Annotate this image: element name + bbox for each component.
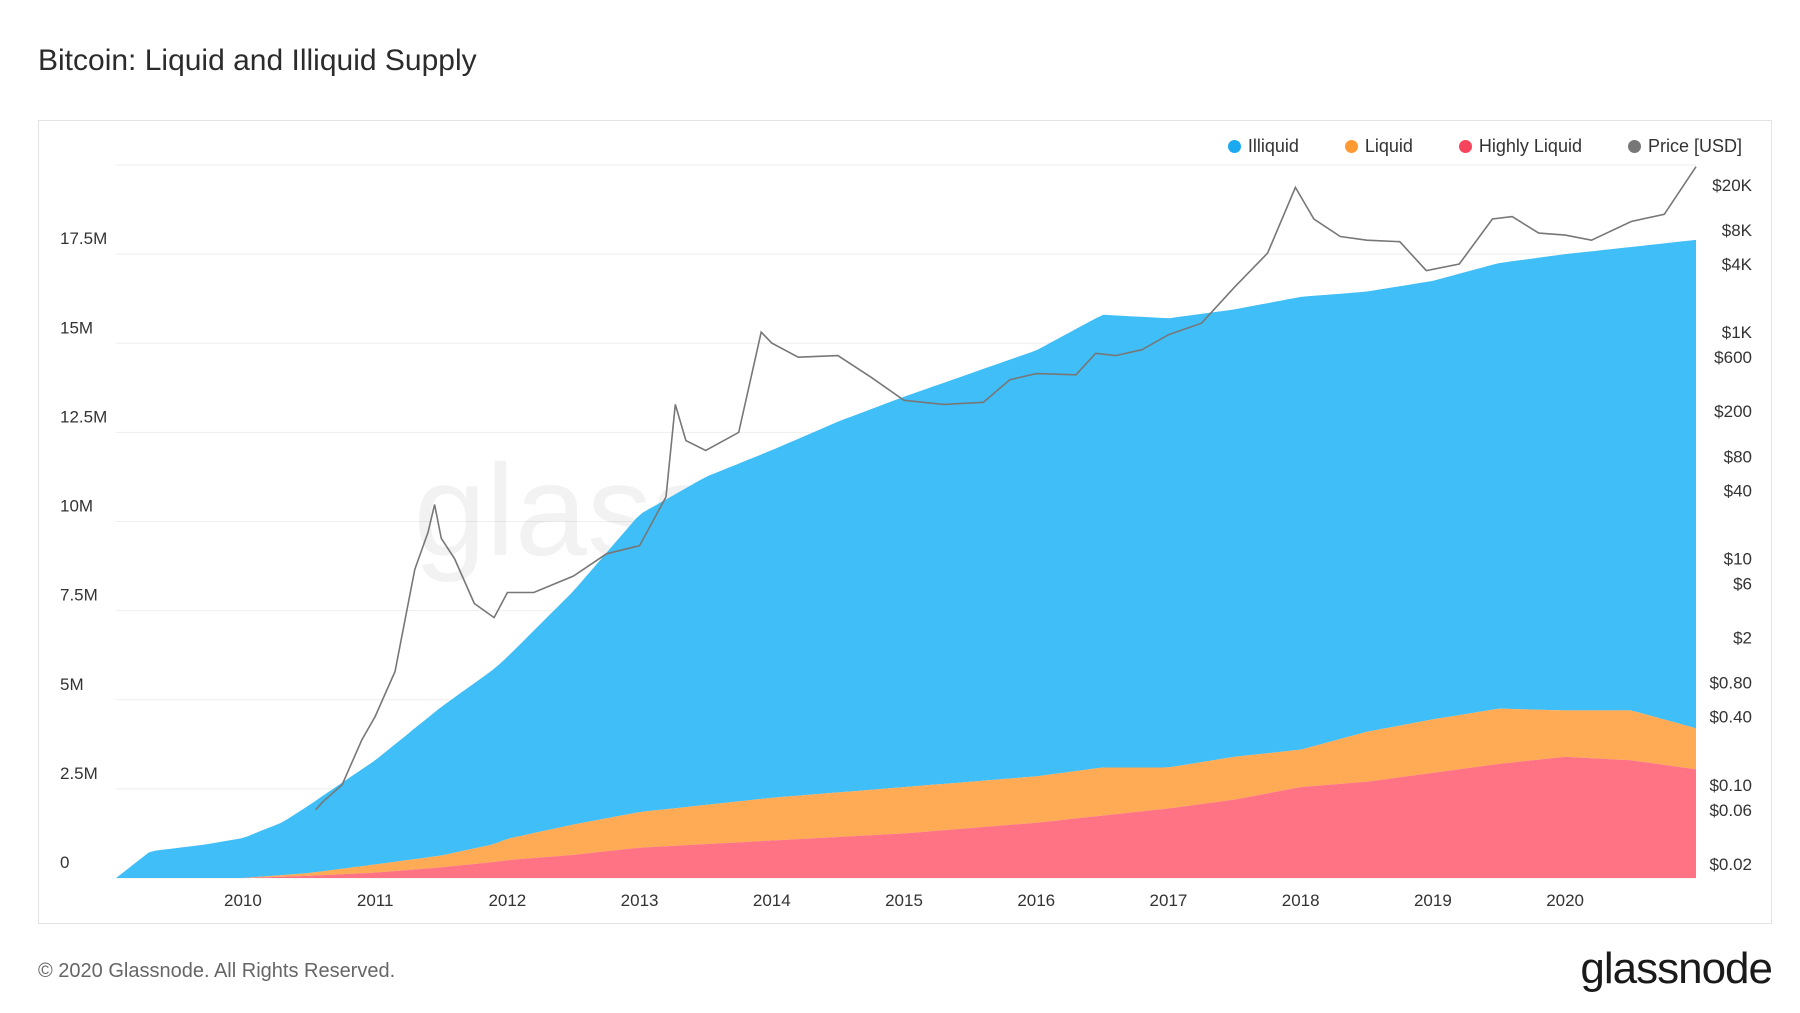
x-tick-label: 2015 <box>885 891 923 910</box>
x-tick-label: 2010 <box>224 891 262 910</box>
legend-label-liquid: Liquid <box>1364 136 1413 156</box>
x-tick-label: 2019 <box>1414 891 1452 910</box>
legend-label-price: Price [USD] <box>1647 136 1742 156</box>
x-tick-label: 2017 <box>1150 891 1188 910</box>
y-right-tick-label: $0.40 <box>1709 708 1752 727</box>
y-right-tick-label: $200 <box>1714 402 1752 421</box>
y-right-tick-label: $10 <box>1724 549 1752 568</box>
price-series <box>314 166 1697 811</box>
area-series <box>116 239 1696 878</box>
legend-label-highly-liquid: Highly Liquid <box>1478 136 1582 156</box>
legend-dot-liquid <box>1344 140 1358 153</box>
legend-item-highly-liquid[interactable]: Highly Liquid <box>1458 136 1582 157</box>
legend-item-liquid[interactable]: Liquid <box>1344 136 1413 157</box>
legend-item-illiquid[interactable]: Illiquid <box>1227 136 1299 157</box>
x-tick-label: 2011 <box>357 891 394 910</box>
y-left-tick-label: 15M <box>60 318 93 337</box>
x-tick-label: 2013 <box>621 891 659 910</box>
y-axis-right: $0.02 $0.06 $0.10 $0.40 $0.80 $2 $6 $10 $40 $80 $2… <box>1709 176 1752 874</box>
x-tick-label: 2018 <box>1282 891 1320 910</box>
y-left-tick-label: 5M <box>60 675 84 694</box>
y-left-tick-label: 7.5M <box>60 586 98 605</box>
y-right-tick-label: $40 <box>1724 481 1752 500</box>
area-illiquid <box>116 239 1696 878</box>
x-tick-label: 2012 <box>488 891 526 910</box>
legend: Illiquid Liquid Highly Liquid Price [USD… <box>1227 136 1742 157</box>
y-right-tick-label: $4K <box>1722 255 1753 274</box>
glassnode-logo: glassnode <box>1580 944 1773 993</box>
y-left-tick-label: 0 <box>60 853 69 872</box>
y-left-tick-label: 17.5M <box>60 229 107 248</box>
y-right-tick-label: $0.02 <box>1709 855 1752 874</box>
copyright-footer: © 2020 Glassnode. All Rights Reserved. <box>38 960 396 982</box>
y-right-tick-label: $20K <box>1712 176 1752 195</box>
legend-dot-illiquid <box>1227 140 1241 153</box>
area-highly-liquid <box>116 756 1696 878</box>
y-right-tick-label: $80 <box>1724 447 1752 466</box>
x-tick-label: 2020 <box>1546 891 1584 910</box>
y-right-tick-label: $0.06 <box>1709 801 1752 820</box>
chart-frame <box>38 120 1772 924</box>
y-right-tick-label: $2 <box>1733 629 1752 648</box>
price-line <box>314 166 1697 811</box>
y-right-tick-label: $600 <box>1714 348 1752 367</box>
y-axis-left: 0 2.5M 5M 7.5M 10M 12.5M 15M 17.5M <box>60 229 107 872</box>
y-right-tick-label: $8K <box>1722 221 1753 240</box>
area-liquid <box>116 708 1696 878</box>
legend-label-illiquid: Illiquid <box>1247 136 1299 156</box>
y-left-tick-label: 2.5M <box>60 764 98 783</box>
y-right-tick-label: $0.10 <box>1709 776 1752 795</box>
y-right-tick-label: $6 <box>1733 575 1752 594</box>
x-axis: 2010 2011 2012 2013 2014 2015 2016 2017 2018 2019… <box>224 891 1584 910</box>
y-right-tick-label: $0.80 <box>1709 674 1752 693</box>
y-left-tick-label: 10M <box>60 497 93 516</box>
chart-title: Bitcoin: Liquid and Illiquid Supply <box>38 44 477 77</box>
y-right-tick-label: $1K <box>1722 323 1753 342</box>
x-tick-label: 2016 <box>1017 891 1055 910</box>
legend-item-price[interactable]: Price [USD] <box>1627 136 1742 157</box>
x-tick-label: 2014 <box>753 891 791 910</box>
y-left-tick-label: 12.5M <box>60 407 107 426</box>
legend-dot-highly-liquid <box>1458 140 1472 153</box>
legend-dot-price <box>1627 140 1641 153</box>
